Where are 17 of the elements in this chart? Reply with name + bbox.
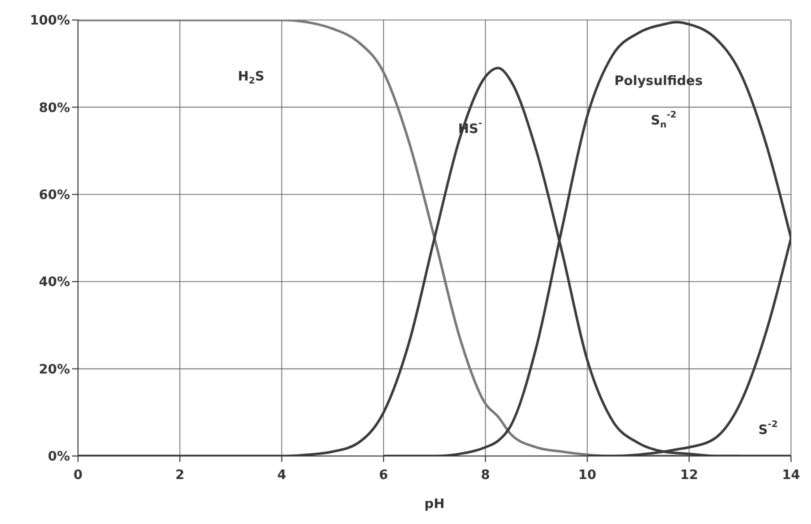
y-tick-label: 60% (38, 188, 70, 204)
annotation: S$^{-2}$ (758, 420, 778, 438)
x-tick-label: 4 (277, 468, 286, 484)
x-axis-title: pH (424, 497, 445, 512)
y-tick-label: 100% (30, 14, 70, 29)
x-tick-label: 14 (782, 468, 800, 484)
y-tick-label: 0% (48, 450, 70, 465)
x-tick-label: 10 (578, 468, 596, 484)
x-tick-label: 12 (680, 468, 698, 484)
y-tick-label: 20% (38, 362, 70, 378)
x-tick-label: 6 (379, 468, 388, 484)
y-tick-label: 80% (38, 100, 70, 116)
x-tick-label: 0 (73, 468, 83, 484)
x-tick-label: 8 (480, 468, 490, 484)
annotation: H$_{2}$S (238, 69, 264, 88)
x-tick-label: 2 (175, 468, 184, 484)
y-tick-label: 40% (38, 275, 70, 290)
